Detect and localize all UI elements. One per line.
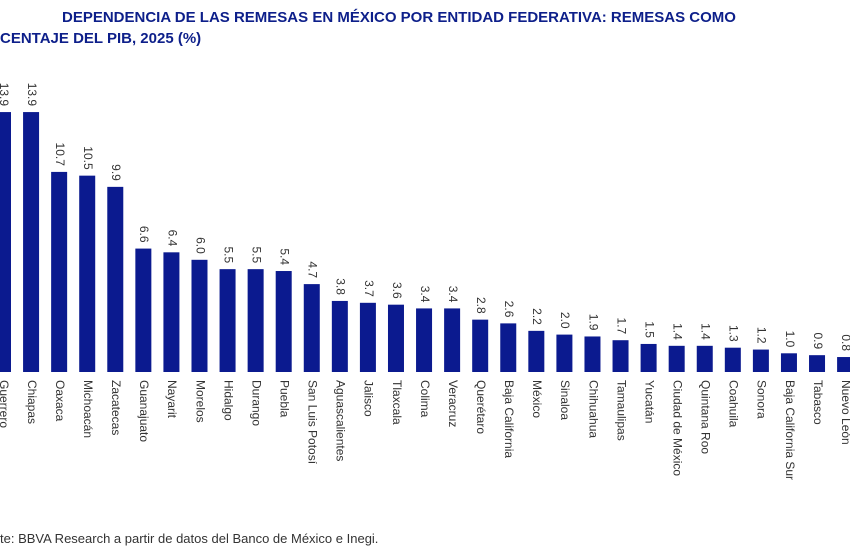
value-label: 3.4 bbox=[446, 286, 460, 303]
value-label: 1.3 bbox=[727, 325, 741, 342]
bar bbox=[837, 357, 850, 372]
x-tick-label: Morelos bbox=[193, 380, 207, 423]
x-tick-label: Ciudad de México bbox=[671, 380, 685, 476]
x-tick-label: Coahuila bbox=[727, 380, 741, 428]
x-tick-label: Chiapas bbox=[25, 380, 39, 424]
x-tick-label: Puebla bbox=[278, 380, 292, 418]
value-label: 1.0 bbox=[783, 331, 797, 348]
chart-subtitle: CENTAJE DEL PIB, 2025 (%) bbox=[0, 30, 201, 47]
x-tick-label: Chihuahua bbox=[586, 380, 600, 438]
x-tick-label: Zacatecas bbox=[109, 380, 123, 435]
x-tick-label: Michoacán bbox=[81, 380, 95, 438]
x-tick-label: Tlaxcala bbox=[390, 380, 404, 425]
value-label: 1.5 bbox=[642, 321, 656, 338]
bar bbox=[696, 345, 713, 372]
bar bbox=[135, 248, 152, 372]
chart-title: DEPENDENCIA DE LAS REMESAS EN MÉXICO POR… bbox=[62, 9, 736, 26]
value-label: 1.9 bbox=[586, 314, 600, 331]
bar bbox=[107, 186, 124, 372]
bar bbox=[359, 302, 376, 372]
bar bbox=[584, 336, 601, 372]
value-label: 13.9 bbox=[0, 83, 11, 107]
bar bbox=[528, 330, 545, 372]
value-label: 2.2 bbox=[530, 308, 544, 325]
x-tick-label: Guanajuato bbox=[137, 380, 151, 442]
value-label: 1.4 bbox=[671, 323, 685, 340]
value-label: 5.5 bbox=[249, 246, 263, 263]
x-tick-label: México bbox=[530, 380, 544, 418]
value-label: 3.8 bbox=[334, 278, 348, 295]
x-tick-label: Nayarit bbox=[165, 380, 179, 419]
value-label: 3.4 bbox=[418, 286, 432, 303]
x-tick-label: Baja California bbox=[502, 380, 516, 458]
bar bbox=[79, 175, 96, 372]
bar bbox=[500, 323, 517, 372]
value-label: 1.2 bbox=[755, 327, 769, 344]
value-label: 2.6 bbox=[502, 301, 516, 318]
value-label: 6.4 bbox=[165, 230, 179, 247]
bar bbox=[556, 334, 573, 372]
bar bbox=[303, 284, 320, 372]
x-tick-label: Tamaulipas bbox=[614, 380, 628, 441]
x-tick-label: Jalisco bbox=[362, 380, 376, 417]
bar bbox=[0, 112, 11, 372]
x-tick-label: Guerrero bbox=[0, 380, 11, 428]
value-label: 10.7 bbox=[53, 143, 67, 167]
source-note: te: BBVA Research a partir de datos del … bbox=[0, 531, 378, 546]
bar bbox=[809, 355, 826, 372]
bar bbox=[23, 112, 40, 372]
x-tick-label: Tabasco bbox=[811, 380, 825, 425]
value-label: 2.0 bbox=[558, 312, 572, 329]
bar bbox=[275, 271, 292, 372]
bar bbox=[724, 347, 741, 372]
value-label: 1.7 bbox=[614, 318, 628, 335]
x-tick-label: Sinaloa bbox=[558, 380, 572, 420]
bar bbox=[612, 340, 629, 372]
value-label: 1.4 bbox=[699, 323, 713, 340]
bar bbox=[247, 269, 264, 372]
value-label: 2.8 bbox=[474, 297, 488, 314]
value-label: 6.0 bbox=[193, 237, 207, 254]
value-label: 10.5 bbox=[81, 146, 95, 170]
value-label: 13.9 bbox=[25, 83, 39, 107]
bar bbox=[780, 353, 797, 372]
x-tick-label: Nuevo León bbox=[839, 380, 850, 445]
bar bbox=[163, 252, 180, 372]
bar bbox=[387, 304, 404, 372]
value-label: 3.7 bbox=[362, 280, 376, 297]
x-tick-label: Querétaro bbox=[474, 380, 488, 434]
value-label: 5.4 bbox=[278, 248, 292, 265]
bar bbox=[416, 308, 433, 372]
bar bbox=[331, 300, 348, 372]
x-tick-label: San Luis Potosí bbox=[306, 380, 320, 465]
value-label: 9.9 bbox=[109, 164, 123, 181]
x-tick-label: Hidalgo bbox=[221, 380, 235, 421]
value-label: 6.6 bbox=[137, 226, 151, 243]
bar bbox=[51, 171, 68, 372]
value-label: 4.7 bbox=[306, 261, 320, 278]
x-tick-label: Yucatán bbox=[642, 380, 656, 423]
value-label: 3.6 bbox=[390, 282, 404, 299]
bar bbox=[472, 319, 489, 372]
value-label: 5.5 bbox=[221, 246, 235, 263]
bar bbox=[444, 308, 461, 372]
bar bbox=[752, 349, 769, 372]
x-tick-label: Baja California Sur bbox=[783, 380, 797, 480]
x-tick-label: Sonora bbox=[755, 380, 769, 419]
x-tick-label: Quintana Roo bbox=[699, 380, 713, 454]
x-tick-label: Aguascalientes bbox=[334, 380, 348, 461]
x-tick-label: Durango bbox=[249, 380, 263, 426]
bar bbox=[219, 269, 236, 372]
value-label: 0.8 bbox=[839, 334, 850, 351]
x-tick-label: Veracruz bbox=[446, 380, 460, 427]
x-tick-label: Colima bbox=[418, 380, 432, 418]
bar bbox=[668, 345, 685, 372]
bar bbox=[640, 343, 657, 372]
bar bbox=[191, 259, 208, 372]
x-tick-label: Oaxaca bbox=[53, 380, 67, 422]
value-label: 0.9 bbox=[811, 332, 825, 349]
